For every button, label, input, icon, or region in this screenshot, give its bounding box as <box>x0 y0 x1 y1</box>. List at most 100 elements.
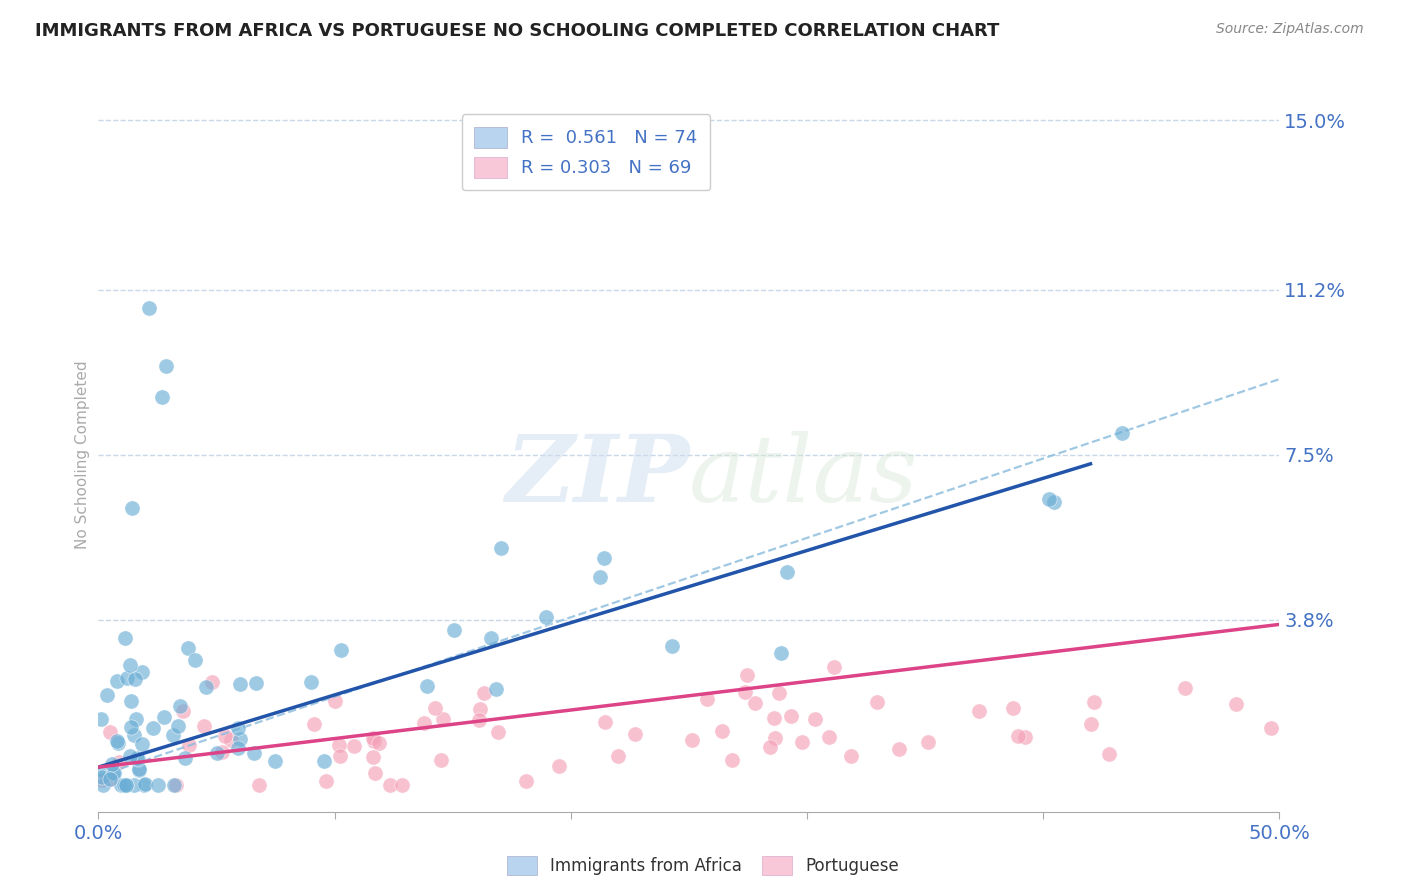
Point <box>165 778 187 792</box>
Point <box>744 696 766 710</box>
Point <box>214 730 236 744</box>
Point <box>361 749 384 764</box>
Point <box>1225 697 1247 711</box>
Point <box>721 754 744 768</box>
Point <box>127 752 149 766</box>
Point <box>1174 681 1197 695</box>
Point <box>114 778 136 792</box>
Text: atlas: atlas <box>689 432 918 521</box>
Point <box>193 719 215 733</box>
Point <box>443 623 465 637</box>
Point <box>589 570 612 584</box>
Point <box>790 735 813 749</box>
Point <box>101 756 124 771</box>
Point <box>423 700 446 714</box>
Point <box>818 730 841 744</box>
Point <box>131 737 153 751</box>
Point <box>302 717 325 731</box>
Point <box>343 739 366 754</box>
Point <box>364 765 387 780</box>
Point <box>96 688 118 702</box>
Point <box>711 723 734 738</box>
Point <box>391 777 413 791</box>
Point <box>1043 495 1066 509</box>
Point <box>98 772 121 786</box>
Point <box>91 778 114 792</box>
Point <box>128 764 150 778</box>
Point <box>887 742 910 756</box>
Point <box>329 643 352 657</box>
Point <box>142 721 165 735</box>
Point <box>107 734 129 748</box>
Point <box>312 754 335 768</box>
Point <box>696 692 718 706</box>
Point <box>229 676 252 690</box>
Point <box>138 301 160 315</box>
Point <box>100 772 122 786</box>
Point <box>368 736 391 750</box>
Point <box>361 731 384 745</box>
Point <box>534 609 557 624</box>
Point <box>593 551 616 566</box>
Point <box>681 733 703 747</box>
Point <box>432 712 454 726</box>
Point <box>194 680 217 694</box>
Point <box>607 748 630 763</box>
Point <box>120 693 142 707</box>
Point <box>226 741 249 756</box>
Point <box>412 715 434 730</box>
Point <box>1001 701 1024 715</box>
Point <box>167 719 190 733</box>
Point <box>264 755 287 769</box>
Point <box>479 631 502 645</box>
Point <box>768 686 790 700</box>
Point <box>328 738 350 752</box>
Point <box>593 714 616 729</box>
Point <box>1038 491 1060 506</box>
Point <box>380 778 402 792</box>
Legend: Immigrants from Africa, Portuguese: Immigrants from Africa, Portuguese <box>501 849 905 881</box>
Point <box>128 763 150 777</box>
Point <box>363 734 385 748</box>
Point <box>299 674 322 689</box>
Point <box>734 685 756 699</box>
Point <box>200 675 222 690</box>
Point <box>917 735 939 749</box>
Point <box>183 653 205 667</box>
Point <box>470 702 492 716</box>
Point <box>229 732 252 747</box>
Point <box>779 709 801 723</box>
Point <box>1111 425 1133 440</box>
Point <box>1080 717 1102 731</box>
Point <box>247 778 270 792</box>
Point <box>90 712 112 726</box>
Point <box>132 778 155 792</box>
Point <box>155 359 177 373</box>
Point <box>486 724 509 739</box>
Point <box>107 736 129 750</box>
Point <box>101 766 124 780</box>
Point <box>115 671 138 685</box>
Point <box>205 746 228 760</box>
Point <box>1014 730 1036 744</box>
Point <box>120 720 142 734</box>
Point <box>219 733 242 747</box>
Point <box>125 751 148 765</box>
Point <box>416 679 439 693</box>
Point <box>472 686 495 700</box>
Point <box>173 751 195 765</box>
Point <box>763 711 786 725</box>
Point <box>121 501 143 516</box>
Point <box>515 774 537 789</box>
Point <box>112 778 135 792</box>
Point <box>124 712 146 726</box>
Point <box>769 646 792 660</box>
Point <box>759 739 782 754</box>
Point <box>967 704 990 718</box>
Point <box>468 714 491 728</box>
Point <box>163 778 186 792</box>
Point <box>211 746 233 760</box>
Point <box>329 749 352 764</box>
Text: IMMIGRANTS FROM AFRICA VS PORTUGUESE NO SCHOOLING COMPLETED CORRELATION CHART: IMMIGRANTS FROM AFRICA VS PORTUGUESE NO … <box>35 22 1000 40</box>
Point <box>103 765 125 780</box>
